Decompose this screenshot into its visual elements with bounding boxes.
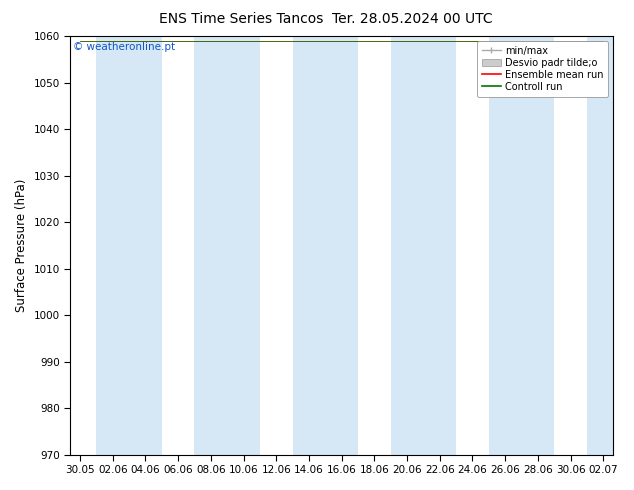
Y-axis label: Surface Pressure (hPa): Surface Pressure (hPa) xyxy=(15,179,28,312)
Text: © weatheronline.pt: © weatheronline.pt xyxy=(73,43,175,52)
Bar xyxy=(391,36,456,455)
Bar xyxy=(293,36,358,455)
Text: Ter. 28.05.2024 00 UTC: Ter. 28.05.2024 00 UTC xyxy=(332,12,493,26)
Text: ENS Time Series Tancos: ENS Time Series Tancos xyxy=(158,12,323,26)
Bar xyxy=(489,36,554,455)
Legend: min/max, Desvio padr tilde;o, Ensemble mean run, Controll run: min/max, Desvio padr tilde;o, Ensemble m… xyxy=(477,41,608,97)
Bar xyxy=(587,36,619,455)
Bar xyxy=(195,36,260,455)
Bar xyxy=(96,36,162,455)
